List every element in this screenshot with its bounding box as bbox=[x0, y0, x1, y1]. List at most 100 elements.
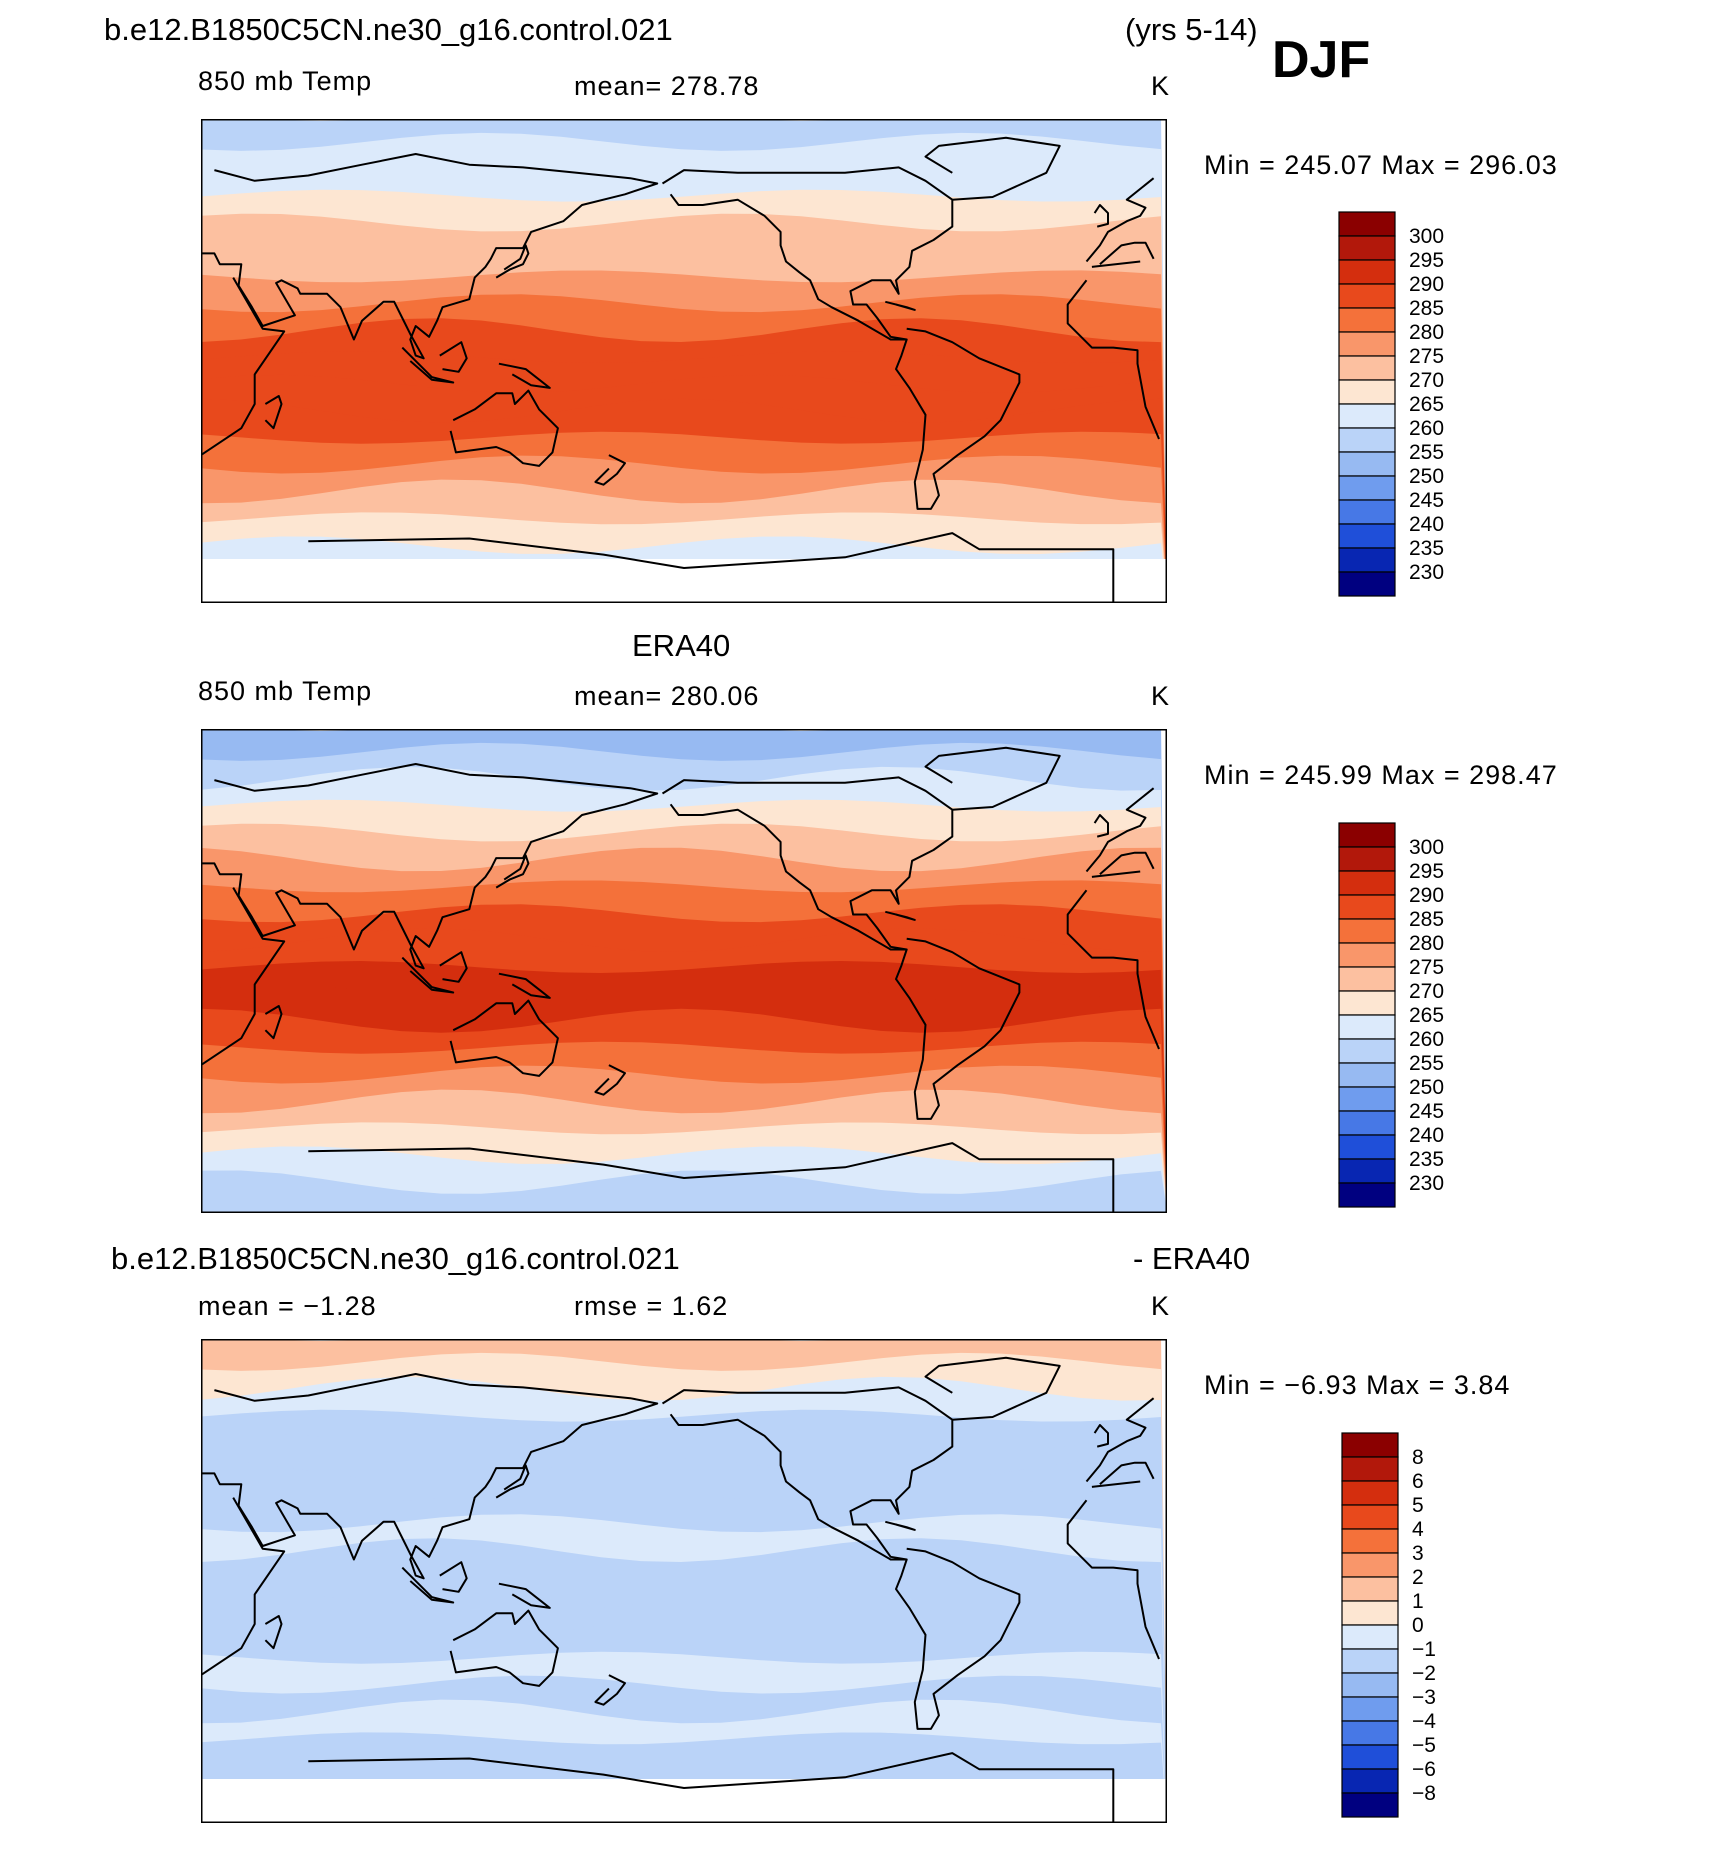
colorbar-swatch bbox=[1338, 499, 1396, 525]
colorbar-swatch bbox=[1338, 894, 1396, 920]
colorbar-swatch bbox=[1338, 427, 1396, 453]
colorbar-label: −5 bbox=[1412, 1734, 1436, 1757]
colorbar-swatch bbox=[1341, 1456, 1399, 1482]
coastline bbox=[895, 1547, 1021, 1730]
colorbar-label: 240 bbox=[1409, 1124, 1444, 1147]
coastline bbox=[498, 362, 551, 389]
coastline bbox=[439, 341, 468, 373]
panel3-units: K bbox=[1151, 1291, 1171, 1321]
colorbar-label: 2 bbox=[1412, 1566, 1424, 1589]
colorbar-label: 245 bbox=[1409, 489, 1444, 512]
colorbar-swatch bbox=[1338, 523, 1396, 549]
colorbar-label: 5 bbox=[1412, 1494, 1424, 1517]
coastline bbox=[885, 300, 916, 311]
colorbar-swatch bbox=[1341, 1624, 1399, 1650]
panel3-rmse: rmse = 1.62 bbox=[574, 1291, 729, 1321]
coastline bbox=[661, 1386, 954, 1561]
panel2-colorbar: 3002952902852802752702652602552502452402… bbox=[1338, 822, 1444, 1208]
colorbar-swatch bbox=[1338, 403, 1396, 429]
coastline bbox=[498, 1582, 551, 1609]
temperature-band bbox=[201, 1170, 1167, 1213]
map-frame bbox=[201, 1339, 1167, 1823]
colorbar-label: 285 bbox=[1409, 297, 1444, 320]
colorbar-label: 230 bbox=[1409, 561, 1444, 584]
years-label: (yrs 5-14) bbox=[1125, 12, 1258, 47]
panel2-minmax: Min = 245.99 Max = 298.47 bbox=[1204, 760, 1558, 790]
colorbar-swatch bbox=[1338, 942, 1396, 968]
panel3-map bbox=[201, 1339, 1167, 1823]
coastline bbox=[439, 951, 468, 983]
coastline bbox=[449, 999, 559, 1077]
colorbar-label: −1 bbox=[1412, 1638, 1436, 1661]
colorbar-label: −2 bbox=[1412, 1662, 1436, 1685]
colorbar-label: 6 bbox=[1412, 1470, 1424, 1493]
colorbar-label: 235 bbox=[1409, 1148, 1444, 1171]
colorbar-swatch bbox=[1341, 1648, 1399, 1674]
coastline bbox=[401, 956, 455, 994]
coastline bbox=[924, 1356, 1061, 1421]
panel1-units: K bbox=[1151, 71, 1171, 101]
colorbar-swatch bbox=[1338, 822, 1396, 848]
colorbar-swatch bbox=[1338, 451, 1396, 477]
colorbar-label: 240 bbox=[1409, 513, 1444, 536]
colorbar-swatch bbox=[1341, 1792, 1399, 1818]
colorbar-swatch bbox=[1338, 379, 1396, 405]
coastline bbox=[401, 346, 455, 384]
coastline bbox=[201, 1480, 1160, 1676]
colorbar-label: 260 bbox=[1409, 417, 1444, 440]
colorbar-swatch bbox=[1341, 1600, 1399, 1626]
colorbar-swatch bbox=[1341, 1672, 1399, 1698]
colorbar-swatch bbox=[1338, 1014, 1396, 1040]
coastline bbox=[264, 1005, 283, 1040]
coastline bbox=[201, 1373, 1155, 1580]
coastline bbox=[1093, 204, 1109, 228]
colorbar-swatch bbox=[1338, 235, 1396, 261]
panel2-title: ERA40 bbox=[632, 628, 731, 663]
coastline bbox=[308, 1752, 1115, 1823]
colorbar-swatch bbox=[1338, 307, 1396, 333]
colorbar-swatch bbox=[1338, 990, 1396, 1016]
colorbar-label: 235 bbox=[1409, 537, 1444, 560]
panel1-variable: 850 mb Temp bbox=[198, 66, 373, 96]
colorbar-label: 4 bbox=[1412, 1518, 1424, 1541]
missing-data-area bbox=[201, 1779, 1167, 1823]
panel3-title-case: b.e12.B1850C5CN.ne30_g16.control.021 bbox=[111, 1241, 680, 1276]
colorbar-label: 290 bbox=[1409, 884, 1444, 907]
coastline bbox=[924, 136, 1061, 201]
colorbar-label: −3 bbox=[1412, 1686, 1436, 1709]
colorbar-swatch bbox=[1341, 1552, 1399, 1578]
panel3-mean: mean = −1.28 bbox=[198, 1291, 377, 1321]
colorbar-swatch bbox=[1341, 1504, 1399, 1530]
colorbar-label: 280 bbox=[1409, 321, 1444, 344]
colorbar-label: 295 bbox=[1409, 249, 1444, 272]
colorbar-label: 300 bbox=[1409, 836, 1444, 859]
coastline bbox=[201, 870, 1160, 1066]
colorbar-label: 270 bbox=[1409, 369, 1444, 392]
coastline bbox=[439, 1561, 468, 1593]
colorbar-swatch bbox=[1338, 547, 1396, 573]
colorbar-swatch bbox=[1338, 870, 1396, 896]
colorbar-swatch bbox=[1341, 1528, 1399, 1554]
colorbar-swatch bbox=[1338, 355, 1396, 381]
coastline bbox=[201, 260, 1160, 456]
colorbar-swatch bbox=[1338, 283, 1396, 309]
colorbar-swatch bbox=[1338, 1134, 1396, 1160]
colorbar-label: 280 bbox=[1409, 932, 1444, 955]
panel3-minmax: Min = −6.93 Max = 3.84 bbox=[1204, 1370, 1511, 1400]
coastline bbox=[495, 854, 530, 889]
coastline bbox=[308, 532, 1115, 603]
coastline bbox=[201, 763, 1155, 970]
colorbar-label: 255 bbox=[1409, 441, 1444, 464]
coastline bbox=[885, 910, 916, 921]
colorbar-label: −6 bbox=[1412, 1758, 1436, 1781]
coastline bbox=[924, 746, 1061, 811]
missing-data-area bbox=[201, 559, 1167, 603]
panel2-map bbox=[201, 729, 1167, 1213]
colorbar-label: 290 bbox=[1409, 273, 1444, 296]
colorbar-swatch bbox=[1338, 1158, 1396, 1184]
colorbar-swatch bbox=[1338, 259, 1396, 285]
coastline bbox=[264, 1615, 283, 1650]
coastline bbox=[594, 1064, 626, 1096]
coastline bbox=[594, 454, 626, 486]
